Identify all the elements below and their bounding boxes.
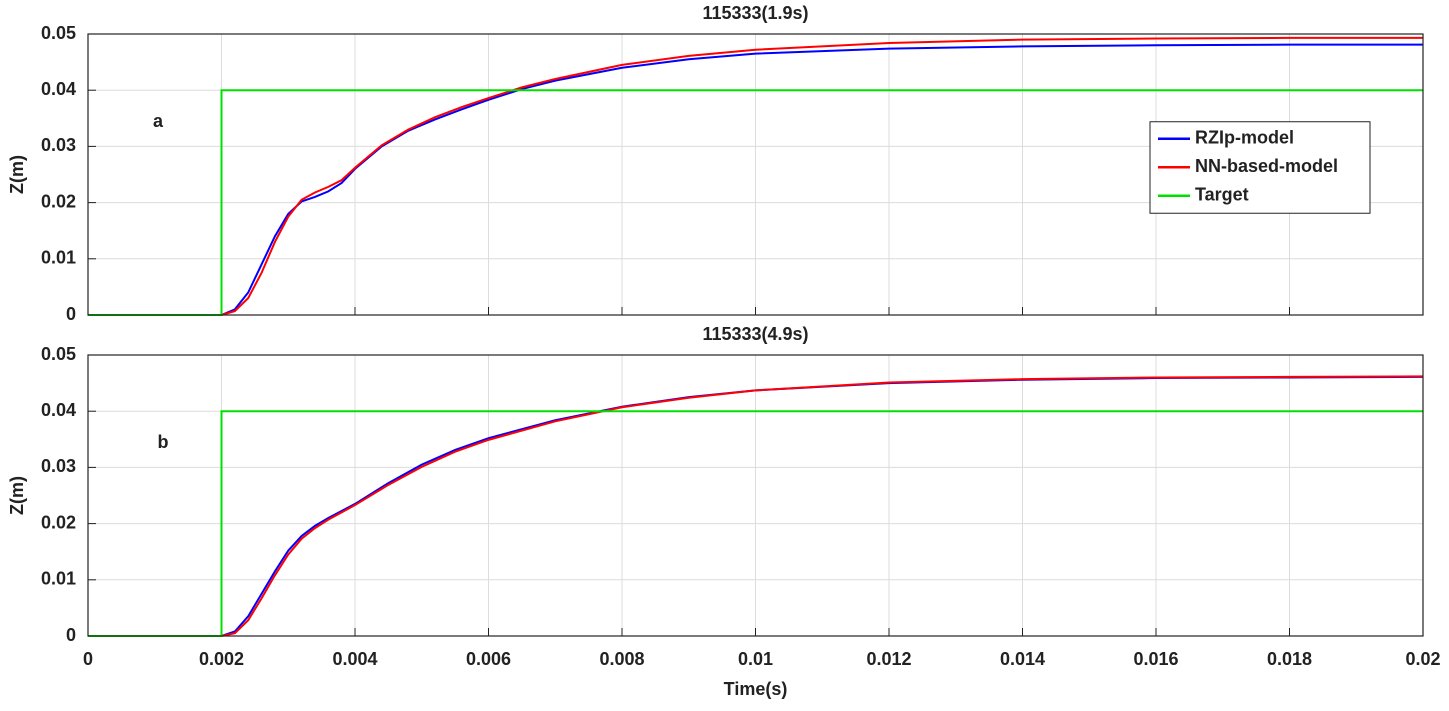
plot-frame (87, 354, 1424, 637)
x-tick-label: 0 (83, 649, 93, 669)
series-line (88, 375, 1424, 637)
x-axis-label: Time(s) (724, 679, 788, 699)
x-tick-label: 0.004 (332, 649, 377, 669)
y-tick-label: 0.02 (41, 191, 76, 211)
x-tick-label: 0.006 (466, 649, 511, 669)
x-tick-label: 0.02 (1405, 649, 1440, 669)
y-axis-label: Z(m) (7, 155, 27, 194)
x-tick-label: 0.008 (599, 649, 644, 669)
y-tick-label: 0.03 (41, 456, 76, 476)
y-tick-label: 0.05 (41, 344, 76, 364)
y-tick-label: 0.01 (41, 248, 76, 268)
series-line (88, 36, 1423, 316)
panel-label: b (158, 432, 169, 452)
y-tick-label: 0.05 (41, 23, 76, 43)
y-tick-label: 0 (66, 304, 76, 324)
legend-label: NN-based-model (1195, 156, 1338, 176)
y-tick-label: 0.03 (41, 135, 76, 155)
x-tick-label: 0.01 (738, 649, 773, 669)
x-tick-label: 0.002 (199, 649, 244, 669)
chart-title: 115333(4.9s) (702, 324, 808, 344)
x-tick-label: 0.016 (1133, 649, 1178, 669)
plot-frame (87, 33, 1424, 316)
y-tick-label: 0.02 (41, 512, 76, 532)
y-tick-label: 0 (66, 625, 76, 645)
y-tick-label: 0.04 (41, 400, 76, 420)
y-tick-label: 0.01 (41, 569, 76, 589)
y-tick-label: 0.04 (41, 79, 76, 99)
legend-label: RZIp-model (1195, 128, 1294, 148)
chart-title: 115333(1.9s) (702, 3, 808, 23)
x-tick-label: 0.012 (866, 649, 911, 669)
legend-label: Target (1195, 185, 1249, 205)
x-tick-label: 0.014 (1000, 649, 1045, 669)
y-axis-label: Z(m) (7, 476, 27, 515)
x-tick-label: 0.018 (1267, 649, 1312, 669)
panel-label: a (153, 111, 164, 131)
